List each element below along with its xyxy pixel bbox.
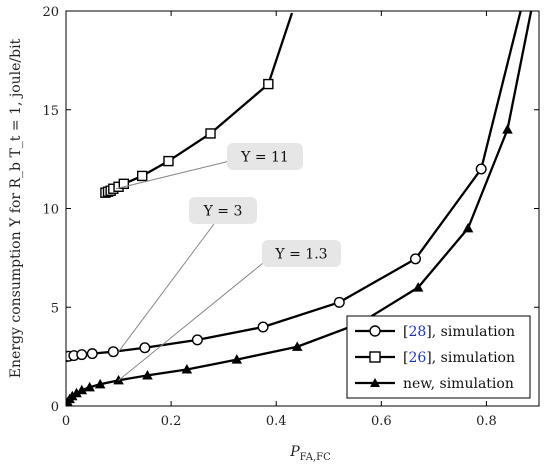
data-point-circle <box>107 346 119 358</box>
legend-entry-triangle: new, simulation <box>355 376 514 392</box>
annotation-leader-line <box>118 258 269 381</box>
x-axis-title-main: P <box>289 444 300 460</box>
data-point-triangle <box>181 364 193 374</box>
data-point-circle <box>409 253 421 265</box>
annotation-box <box>262 240 341 267</box>
y-tick-label: 5 <box>51 301 59 316</box>
data-point-triangle <box>231 354 243 364</box>
data-point-triangle <box>412 282 424 292</box>
annotation-label: Υ = 11 <box>240 150 289 166</box>
annotation-1: Υ = 11 <box>115 143 303 190</box>
legend-label-open-bracket: [ <box>403 324 408 340</box>
data-point-circle <box>139 342 151 354</box>
x-tick-label: 0.4 <box>266 414 287 429</box>
data-point-square <box>263 78 274 90</box>
data-point-circle <box>76 349 88 361</box>
data-point-circle <box>86 348 98 360</box>
legend-marker-triangle <box>370 378 380 387</box>
y-tick-label: 15 <box>42 104 59 119</box>
annotation-leader-line <box>118 223 215 352</box>
annotation-box <box>227 143 303 170</box>
x-axis-title: PFA,FC <box>289 444 331 463</box>
data-point-circle <box>191 334 203 346</box>
series-triangle <box>66 11 533 406</box>
data-point-square <box>137 170 148 182</box>
legend-label-open-bracket: [ <box>403 350 408 366</box>
annotation-label: Υ = 1.3 <box>274 247 327 263</box>
data-point-triangle <box>502 124 513 134</box>
annotation-2: Υ = 3 <box>118 197 257 352</box>
legend-label-rest: ], simulation <box>426 350 515 366</box>
series-group <box>66 11 533 406</box>
y-tick-label: 20 <box>42 5 59 20</box>
data-point-triangle <box>94 378 106 389</box>
annotation-3: Υ = 1.3 <box>118 240 341 381</box>
data-point-triangle <box>142 369 153 380</box>
x-axis-title-sub: FA,FC <box>300 452 331 463</box>
data-point-circle <box>333 296 345 308</box>
data-point-triangle <box>84 381 95 392</box>
annotation-group: Υ = 11 Υ = 3 Υ = 1.3 <box>115 143 341 381</box>
annotation-box <box>189 197 257 224</box>
y-axis-title: Energy consumption Υ for R_b T_t = 1, jo… <box>8 38 24 378</box>
legend-entry-square: [26], simulation <box>355 350 515 366</box>
data-point-square <box>118 178 130 190</box>
annotation-label: Υ = 3 <box>203 204 243 220</box>
x-tick-label: 0.8 <box>476 414 497 429</box>
y-tick-label: 0 <box>51 400 59 415</box>
x-tick-label: 0 <box>62 414 70 429</box>
series-square <box>100 12 294 198</box>
legend-reference-link[interactable]: 26 <box>408 350 426 366</box>
legend-marker-square <box>369 351 381 363</box>
data-point-square <box>163 155 174 167</box>
legend-label-rest: ], simulation <box>426 324 515 340</box>
legend-label: [28], simulation <box>403 324 515 340</box>
y-tick-label: 10 <box>42 203 59 218</box>
data-point-triangle <box>76 384 88 395</box>
data-point-circle <box>257 321 269 333</box>
x-tick-label: 0.6 <box>371 414 392 429</box>
series-circle <box>66 11 522 363</box>
legend-label: new, simulation <box>403 376 514 392</box>
legend-reference-link[interactable]: 28 <box>408 324 426 340</box>
annotation-leader-line <box>115 160 231 190</box>
data-point-square <box>205 128 216 139</box>
legend-marker-circle <box>369 325 381 337</box>
data-point-circle <box>475 163 487 175</box>
legend-label: [26], simulation <box>403 350 515 366</box>
legend-entry-circle: [28], simulation <box>355 324 515 340</box>
x-tick-label: 0.2 <box>161 414 182 429</box>
data-point-triangle <box>462 222 474 233</box>
axes-group: 0 0.2 0.4 0.6 0.8 0 5 10 15 20 PFA,FC Energy consum… <box>8 5 540 463</box>
data-point-triangle <box>291 341 303 351</box>
